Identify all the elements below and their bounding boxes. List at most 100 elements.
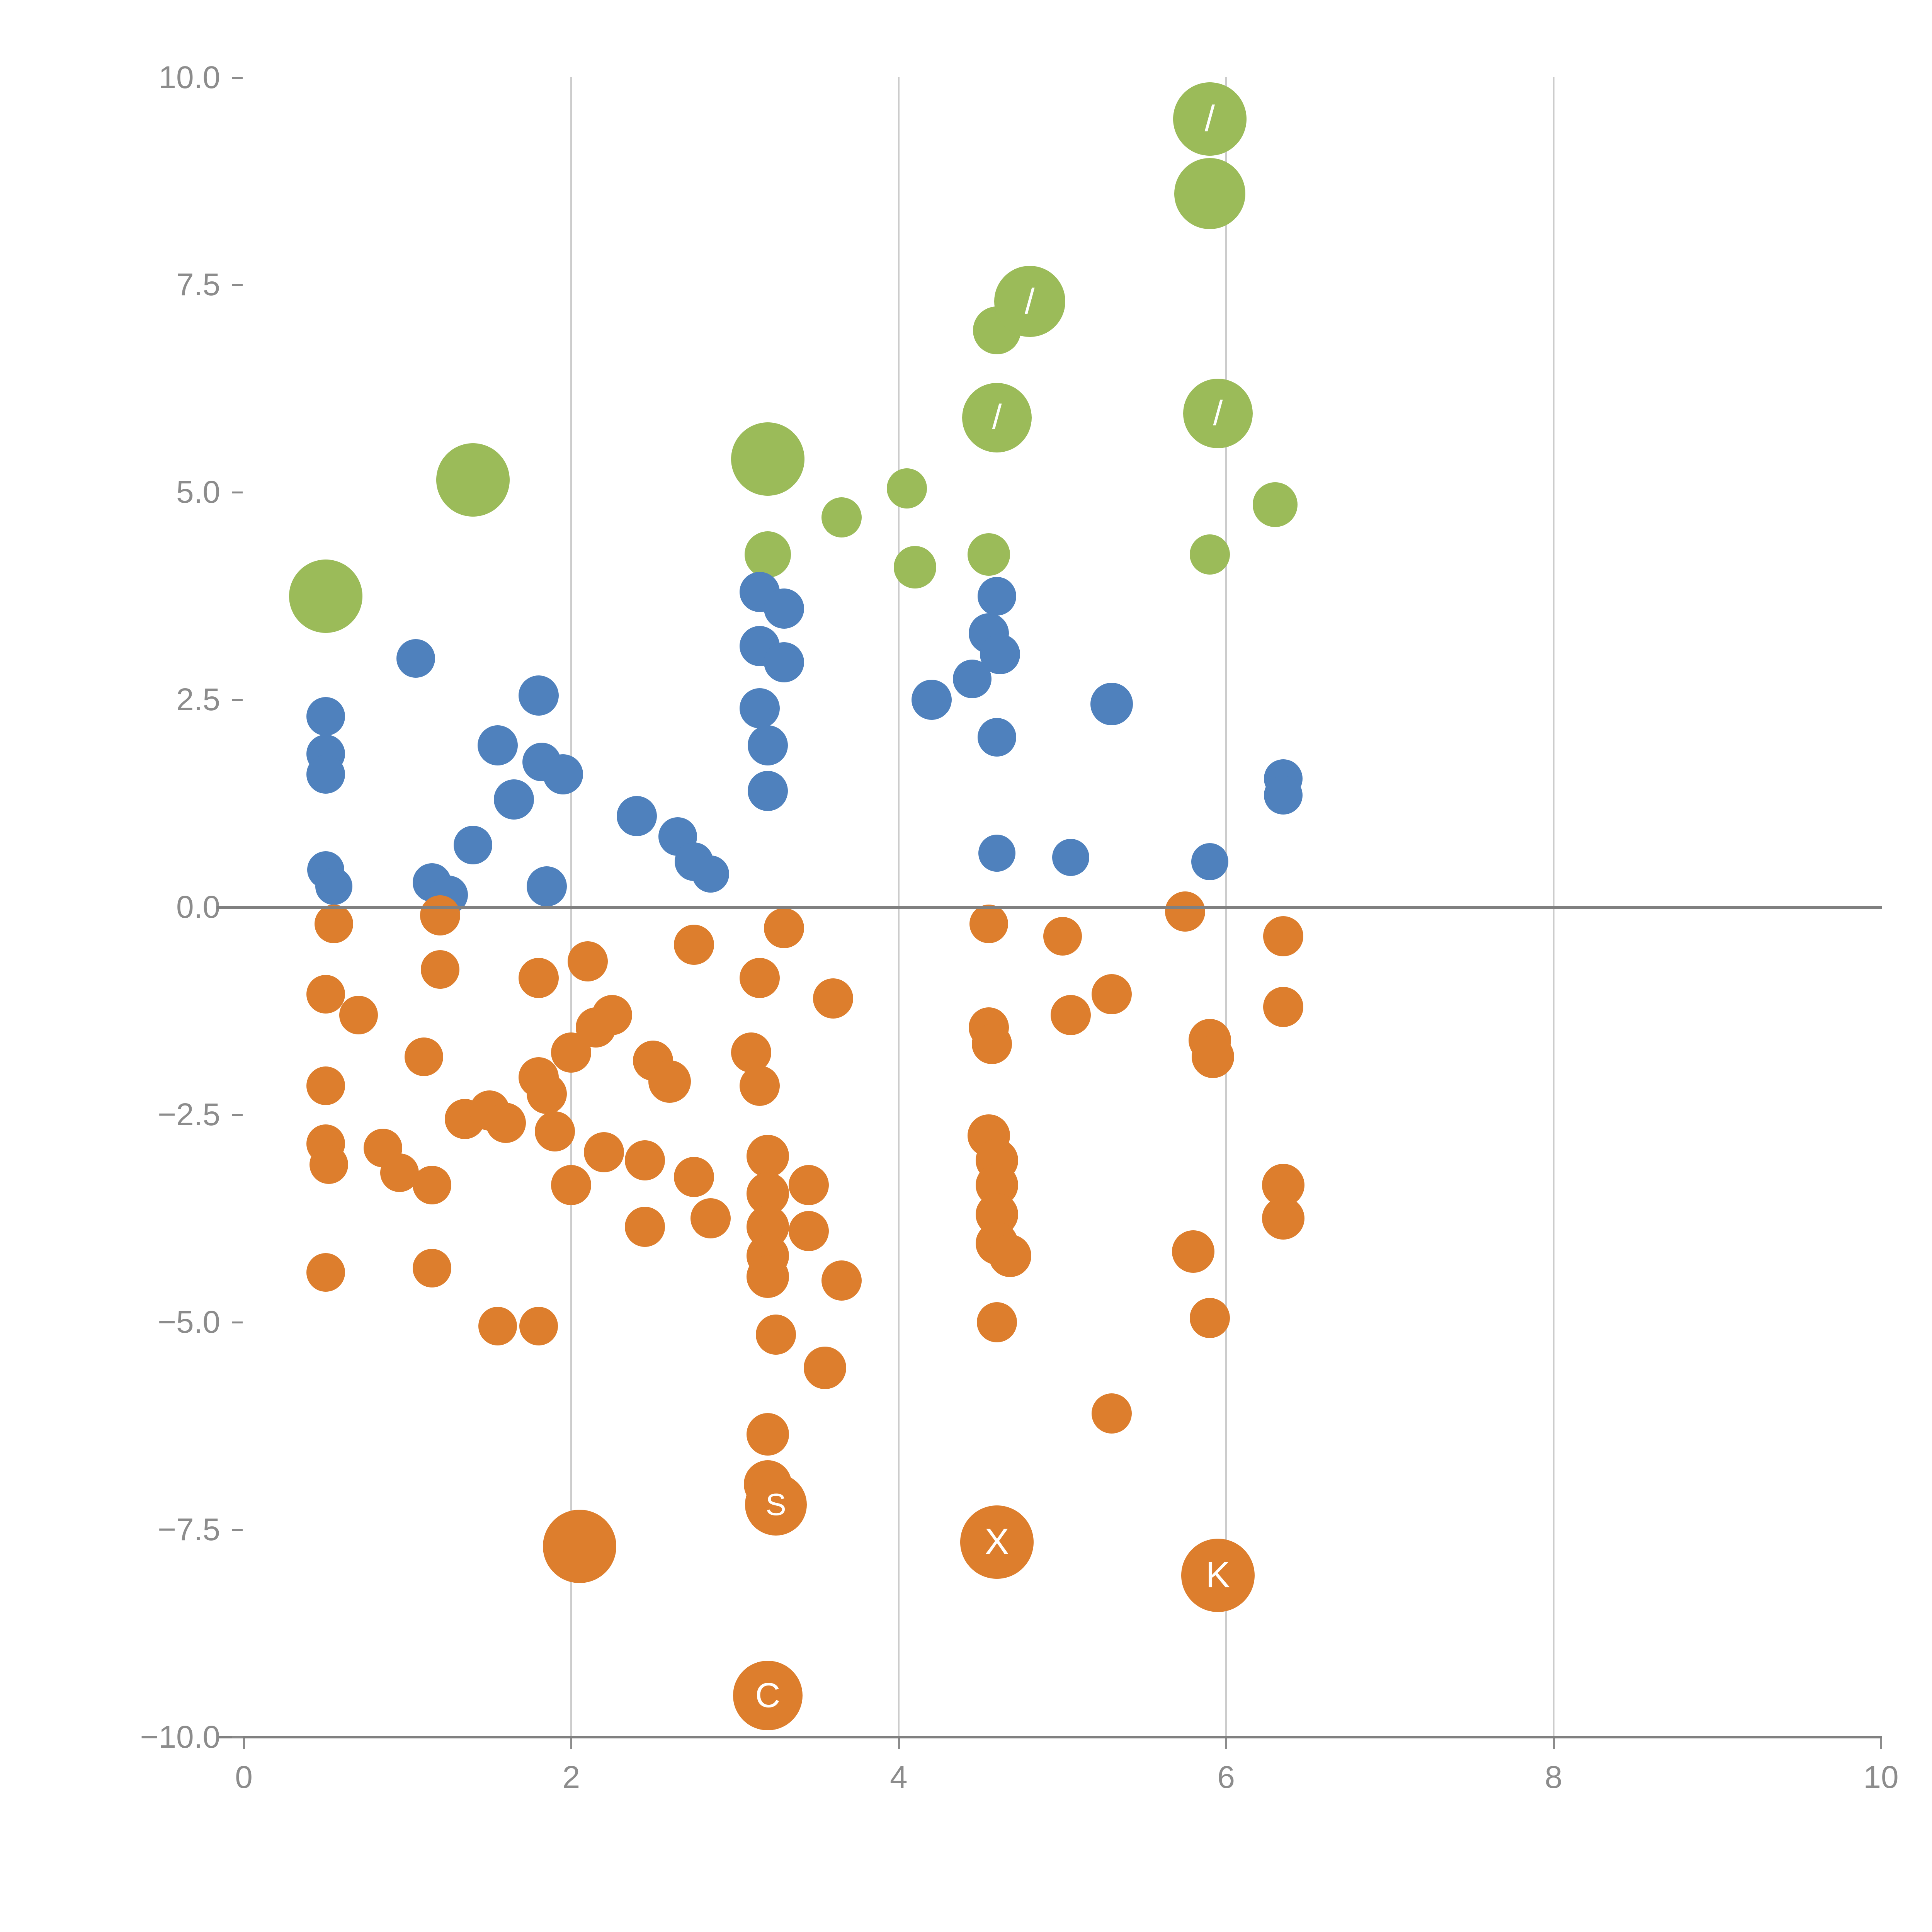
- data-point-blue-mid: [911, 680, 952, 720]
- data-point-blue-mid: [764, 642, 804, 683]
- data-point-green-high: [731, 422, 804, 496]
- data-point-blue-mid: [315, 868, 353, 905]
- y-tick-label: −7.5: [158, 1512, 220, 1547]
- data-point-orange-low: [739, 1065, 780, 1106]
- data-point-blue-mid: [764, 588, 804, 629]
- data-point-orange-low: [977, 1302, 1017, 1342]
- data-point-blue-mid: [494, 779, 534, 820]
- data-point-blue-mid: [306, 697, 345, 736]
- data-point-orange-low: [306, 1066, 345, 1105]
- data-point-orange-low: K: [1181, 1538, 1255, 1612]
- data-point-blue-mid: [692, 855, 729, 893]
- data-point-orange-low: [674, 1156, 714, 1197]
- x-tick-mark: [570, 1738, 573, 1749]
- x-tick-label: 2: [562, 1760, 580, 1795]
- data-point-blue-mid: [1191, 843, 1228, 880]
- x-tick-label: 6: [1217, 1760, 1235, 1795]
- data-point-orange-low: S: [745, 1474, 807, 1536]
- data-point-orange-low: [690, 1198, 731, 1239]
- data-point-orange-low: [413, 1249, 452, 1288]
- zero-reference-line: [216, 906, 1882, 909]
- data-point-orange-low: [485, 1103, 526, 1143]
- x-tick-label: 10: [1863, 1760, 1899, 1795]
- data-point-orange-low: [746, 1413, 789, 1456]
- x-tick-label: 4: [889, 1760, 908, 1795]
- data-point-orange-low: [535, 1111, 575, 1151]
- y-tick-mark: [232, 284, 243, 286]
- data-point-orange-low: [788, 1211, 829, 1251]
- data-point-orange-low: [519, 1307, 558, 1346]
- y-tick-label: −5.0: [158, 1304, 220, 1340]
- data-point-blue-mid: [747, 771, 788, 811]
- data-point-orange-low: [1043, 917, 1082, 956]
- data-point-orange-low: X: [960, 1505, 1034, 1579]
- data-point-orange-low: [1262, 1197, 1305, 1240]
- data-point-blue-mid: [454, 825, 493, 864]
- point-label: C: [755, 1676, 781, 1715]
- data-point-orange-low: [1091, 974, 1132, 1015]
- data-point-orange-low: [315, 904, 354, 943]
- x-axis-line: [216, 1736, 1882, 1738]
- y-tick-mark: [232, 492, 243, 494]
- data-point-orange-low: [739, 957, 780, 998]
- data-point-green-high: [1253, 482, 1298, 527]
- x-tick-mark: [1225, 1738, 1228, 1749]
- data-point-orange-low: [988, 1234, 1031, 1277]
- y-tick-mark: [232, 1114, 243, 1116]
- data-point-blue-mid: [1052, 839, 1089, 876]
- data-point-orange-low: [731, 1032, 772, 1073]
- point-label: /: [992, 398, 1002, 437]
- data-point-blue-mid: [477, 725, 518, 766]
- y-tick-label: 5.0: [176, 474, 220, 510]
- data-point-green-high: [744, 531, 791, 578]
- data-point-orange-low: [1050, 995, 1091, 1036]
- data-point-blue-mid: [978, 577, 1017, 616]
- data-point-green-high: [967, 533, 1010, 576]
- data-point-blue-mid: [396, 639, 435, 678]
- data-point-orange-low: [405, 1037, 444, 1076]
- data-point-orange-low: [306, 975, 345, 1014]
- data-point-orange-low: [478, 1307, 517, 1346]
- data-point-blue-mid: [543, 754, 583, 795]
- x-tick-label: 8: [1544, 1760, 1563, 1795]
- data-point-orange-low: [746, 1255, 789, 1298]
- data-point-orange-low: [543, 1509, 616, 1583]
- data-point-green-high: /: [1173, 82, 1247, 156]
- data-point-orange-low: [746, 1135, 789, 1178]
- data-point-orange-low: [306, 1253, 345, 1292]
- data-point-blue-mid: [980, 634, 1020, 674]
- point-label: /: [1204, 98, 1215, 139]
- data-point-orange-low: [310, 1145, 349, 1184]
- y-tick-mark: [232, 77, 243, 79]
- data-point-orange-low: [1189, 1298, 1230, 1338]
- data-point-green-high: [1174, 158, 1245, 230]
- y-tick-mark: [232, 699, 243, 701]
- y-tick-label: −2.5: [158, 1097, 220, 1132]
- data-point-green-high: /: [1183, 379, 1253, 449]
- data-point-orange-low: [756, 1314, 796, 1355]
- y-tick-label: 2.5: [176, 682, 220, 718]
- data-point-green-high: /: [994, 266, 1065, 337]
- data-point-orange-low: [969, 904, 1008, 943]
- data-point-orange-low: [674, 924, 714, 965]
- data-point-blue-mid: [518, 675, 559, 716]
- y-tick-mark: [232, 1529, 243, 1531]
- data-point-orange-low: [821, 1260, 862, 1301]
- data-point-blue-mid: [978, 835, 1016, 872]
- data-point-orange-low: [1091, 1393, 1132, 1434]
- data-point-orange-low: [788, 1165, 829, 1206]
- data-point-green-high: [894, 546, 937, 588]
- data-point-orange-low: [1263, 986, 1304, 1027]
- data-point-orange-low: [518, 957, 559, 998]
- data-point-blue-mid: [747, 725, 788, 766]
- x-tick-mark: [1553, 1738, 1555, 1749]
- y-tick-label: 0.0: [176, 889, 220, 925]
- data-point-orange-low: [648, 1060, 691, 1103]
- data-point-green-high: [436, 443, 510, 517]
- data-point-green-high: [1189, 534, 1230, 575]
- data-point-orange-low: [551, 1165, 592, 1206]
- y-tick-label: 10.0: [158, 60, 220, 95]
- data-point-orange-low: [813, 978, 854, 1019]
- data-point-orange-low: [625, 1140, 665, 1180]
